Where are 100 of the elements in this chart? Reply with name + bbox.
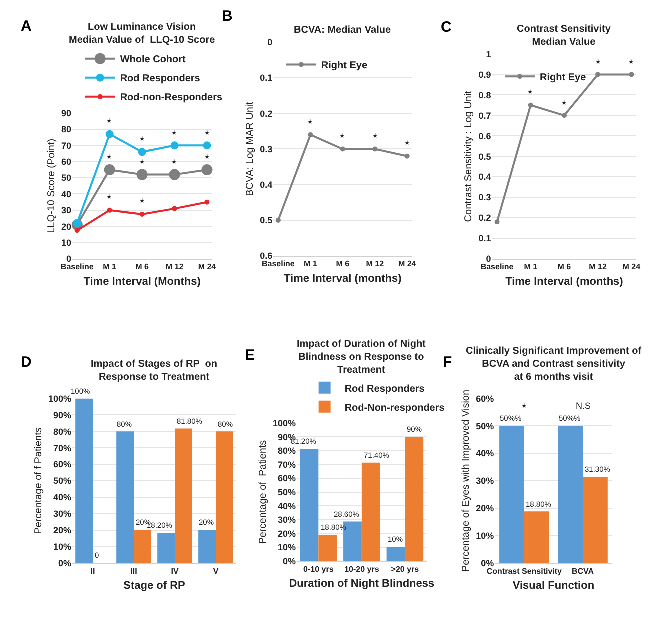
annotation: * [107,152,112,166]
x-axis-title: Duration of Night Blindness [289,578,435,590]
point [73,219,82,228]
point [404,154,410,159]
y-tick-label: 0% [58,558,72,568]
x-tick-label: M 24 [398,260,417,269]
x-tick-label: V [213,566,220,576]
x-axis-title: Visual Function [512,580,595,592]
y-tick-label: 20% [278,528,296,539]
annotation: * [205,152,210,166]
point [562,113,567,118]
chart-title: BCVA: Median Value [294,25,392,36]
point [596,72,601,78]
x-tick-label: M 6 [336,260,350,269]
y-tick-label: 50% [476,421,494,432]
bar [198,530,216,564]
bar [524,512,550,564]
text: C [441,19,452,36]
text: A [21,18,32,35]
point [172,206,178,212]
x-axis-title: Time Interval (Months) [84,276,202,288]
x-tick-label: Baseline [262,260,296,269]
point [170,142,179,150]
y-tick-label: 0.7 [478,110,492,121]
y-tick-label: 30% [278,515,296,526]
y-tick-label: 30 [62,206,72,216]
y-tick-label: 0.6 [260,251,273,262]
legend-label: Rod Responders [120,74,201,85]
bar [116,432,134,564]
annotation: * [172,157,177,171]
y-tick-label: 50 [62,173,72,184]
y-tick-label: 70 [62,140,72,151]
legend-label: Right Eye [540,72,587,84]
point [107,208,112,213]
x-axis-title: Time Interval (months) [506,276,624,288]
y-axis-title: Percentage of Eyes with Improved Vision [461,390,472,572]
x-tick-label: M 24 [622,262,642,272]
x-tick-label: 10-20 yrs [344,564,380,574]
annotation: * [405,138,410,152]
x-tick-label: Baseline [480,262,514,272]
point [528,102,534,108]
annotation: * [528,87,533,101]
y-tick-label: 0.5 [260,216,273,226]
y-tick-label: 70% [278,460,296,470]
y-tick-label: 0% [481,558,494,568]
y-tick-label: 70% [54,443,72,454]
y-tick-label: 0.2 [478,213,492,224]
text: F [443,354,452,371]
x-tick-label: III [130,566,138,576]
y-tick-label: 80% [278,446,296,456]
x-tick-label: Baseline [60,262,94,272]
annotation: * [629,57,634,71]
x-axis-title: Time Interval (months) [284,272,402,285]
point [202,164,213,176]
bar [175,428,192,564]
x-tick-label: Contrast Sensitivity [486,566,563,576]
chart-title: Contrast Sensitivity Median Value [517,24,612,48]
chart-title: Impact of Stages of RP on Response to Treatment [91,359,218,383]
bar [76,398,94,564]
y-tick-label: 1 [486,49,492,60]
x-tick-label: M 12 [166,262,184,272]
annotation: * [308,117,313,131]
x-tick-label: IV [171,566,180,576]
bar [583,477,608,564]
x-tick-label: M 6 [558,262,572,272]
y-axis-title: Contrast Sensitivity : Log Unit [464,90,475,222]
y-tick-label: 10% [476,530,494,541]
chart-title: Low Luminance Vision Median Value of LLQ-10 Score [69,22,216,46]
y-tick-label: 0 [486,254,492,264]
point [308,132,314,138]
annotation: * [172,128,177,142]
x-tick-label: M 1 [103,262,118,272]
y-tick-label: 100% [48,394,72,404]
y-tick-label: 0.2 [260,108,273,119]
annotation: * [140,134,145,148]
bar [386,547,406,562]
x-tick-label: M 24 [198,262,217,272]
bar [216,432,234,564]
point [340,146,346,152]
y-tick-label: 80% [54,426,72,437]
y-tick-label: 60% [278,474,296,484]
legend-label: Whole Cohort [120,54,187,66]
x-tick-label: M 1 [524,262,538,272]
text: E [245,347,256,364]
y-tick-label: 50% [54,476,72,486]
y-tick-label: 10% [278,542,296,553]
point [203,142,212,150]
x-axis-title: Stage of RP [124,580,186,592]
bar [405,437,424,562]
legend-label: Rod-Non-responders [344,402,446,414]
annotation: * [562,98,567,112]
x-tick-label: II [90,566,96,576]
y-tick-label: 0.8 [478,90,492,100]
annotation: * [373,131,378,145]
text: B [222,8,233,25]
y-tick-label: 20 [62,222,72,232]
annotation: * [140,196,145,210]
annotation: * [107,116,112,130]
y-tick-label: 0.3 [478,192,492,203]
y-tick-label: 80 [62,124,72,135]
